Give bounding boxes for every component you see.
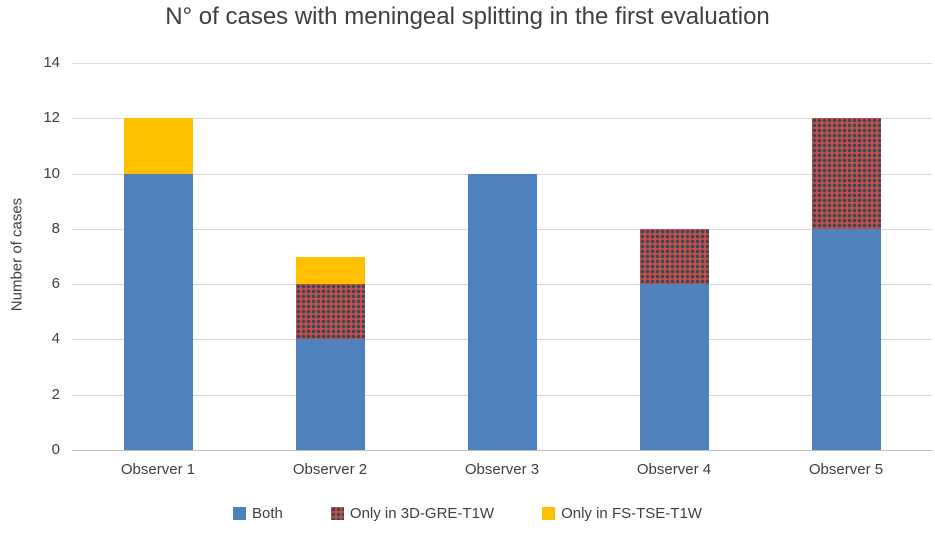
bar-segment-tse (123, 118, 193, 174)
bar-segment-gre (639, 228, 709, 285)
bar-segment-both (467, 173, 537, 450)
y-tick-label: 0 (51, 441, 60, 458)
y-tick-label: 8 (51, 219, 60, 237)
y-tick-label: 12 (43, 109, 60, 127)
bar-observer-4 (639, 228, 709, 450)
bar-observer-5 (811, 118, 881, 450)
x-axis-label: Observer 4 (636, 461, 712, 478)
y-tick-label: 4 (51, 330, 60, 348)
x-axis-label: Observer 1 (120, 461, 196, 478)
bar-segment-tse (295, 256, 365, 285)
legend-item: Only in FS-TSE-T1W (542, 505, 702, 522)
y-tick-label: 10 (43, 164, 60, 182)
plot-area (72, 63, 932, 451)
bar-segment-both (123, 173, 193, 450)
chart-legend: Both Only in 3D-GRE-T1W Only in FS-TSE-T1W (0, 505, 935, 522)
bar-observer-2 (295, 256, 365, 450)
y-tick-label: 6 (51, 275, 60, 293)
bar-segment-both (295, 339, 365, 450)
y-tick-label: 14 (43, 54, 60, 71)
legend-label: Only in FS-TSE-T1W (561, 505, 702, 522)
legend-item: Only in 3D-GRE-T1W (330, 505, 495, 522)
legend-swatch-gre (330, 507, 344, 520)
y-axis-ticks: 0 2 4 6 8 10 12 14 (0, 54, 60, 458)
gridline (72, 63, 932, 64)
bar-segment-both (811, 228, 881, 450)
x-axis-label: Observer 5 (808, 461, 884, 478)
legend-item: Both (233, 505, 283, 522)
x-axis-label: Observer 2 (292, 461, 368, 478)
x-axis-labels: Observer 1 Observer 2 Observer 3 Observer 4… (72, 461, 932, 478)
legend-swatch-both (233, 507, 247, 520)
x-axis-label: Observer 3 (464, 461, 540, 478)
bar-segment-gre (811, 118, 881, 229)
chart-title: N° of cases with meningeal splitting in … (165, 3, 770, 30)
bar-observer-1 (123, 118, 193, 450)
gridline (72, 118, 932, 120)
bar-segment-both (639, 284, 709, 450)
legend-label: Only in 3D-GRE-T1W (349, 505, 495, 522)
bar-observer-3 (467, 173, 537, 450)
y-tick-label: 2 (51, 385, 60, 403)
legend-label: Both (252, 505, 283, 522)
bar-segment-gre (295, 284, 365, 340)
legend-swatch-tse (542, 507, 556, 520)
